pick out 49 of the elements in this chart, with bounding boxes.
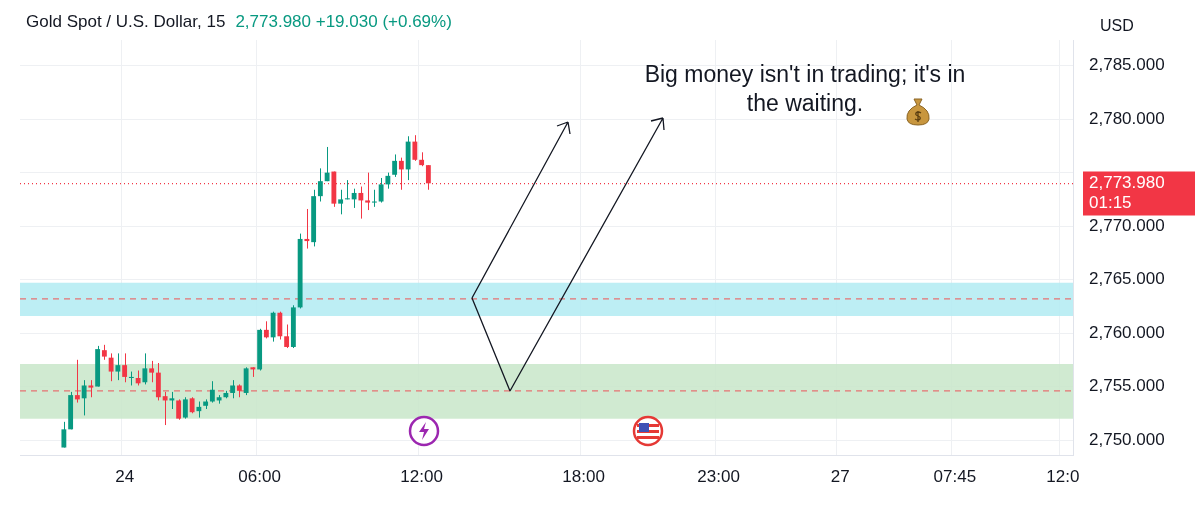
y-tick-label: 2,750.000 (1089, 429, 1165, 449)
y-tick-label: 2,760.000 (1089, 322, 1165, 342)
text: 01:15 (1089, 193, 1132, 213)
candlestick (371, 189, 377, 208)
candlestick (392, 153, 398, 178)
annotation: Big money isn't in trading; it's in the waiting. (643, 60, 967, 118)
x-tick-label: 27 (830, 466, 850, 486)
ref-line-label: 2,773.980 (1089, 173, 1165, 193)
candlestick (122, 352, 128, 383)
candlestick (412, 134, 418, 162)
candlestick (277, 311, 283, 340)
candlestick (317, 167, 323, 203)
x-tick-label: 07:45 (933, 466, 977, 486)
candlestick (284, 324, 290, 349)
candlestick (324, 146, 330, 182)
chart-subtitle: 2,773.980 +19.030 (+0.69%) (235, 12, 452, 31)
x-tick-label: 06:00 (238, 466, 281, 486)
candlestick (74, 359, 80, 404)
x-tick-label: 12:00 (400, 466, 443, 486)
candlestick (209, 380, 215, 404)
candlestick (425, 164, 431, 191)
candlestick (365, 172, 371, 211)
candlestick (344, 179, 350, 200)
x-tick-label: 18:00 (562, 466, 605, 486)
candlestick (230, 379, 236, 399)
y-tick-label: 2,755.000 (1089, 376, 1165, 396)
x-tick-label: 23:00 (697, 466, 740, 486)
chart-title: Gold Spot / U.S. Dollar, 15 (26, 12, 226, 31)
y-axis-title: USD (1100, 17, 1134, 35)
y-tick-label: 2,780.000 (1089, 108, 1165, 128)
candlestick (176, 398, 182, 421)
candlestick (142, 352, 148, 385)
candlestick (304, 208, 310, 250)
y-tick-label: 2,770.000 (1089, 215, 1165, 235)
candlestick (162, 391, 168, 426)
candlestick (81, 379, 87, 416)
candlestick (378, 177, 384, 204)
y-tick-label: 2,785.000 (1089, 55, 1165, 75)
y-tick-label: 2,765.000 (1089, 269, 1165, 289)
candlestick (182, 396, 188, 420)
x-tick-label: 24 (115, 466, 135, 486)
candlestick (115, 352, 121, 381)
x-tick-label: 12:0 (1046, 466, 1080, 486)
candlestick (61, 421, 67, 449)
candlestick (338, 189, 344, 215)
candlestick (149, 360, 155, 383)
candlestick (108, 352, 114, 382)
candlestick (358, 186, 364, 220)
candlestick (351, 188, 357, 209)
